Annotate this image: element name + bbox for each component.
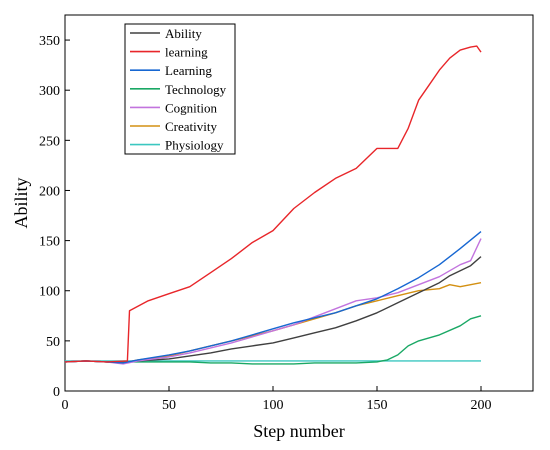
y-tick-label: 0 <box>53 385 60 400</box>
series-line-learning <box>64 231 482 364</box>
y-tick-label: 300 <box>39 84 60 99</box>
legend-label: Learning <box>165 63 212 78</box>
y-tick-label: 200 <box>39 184 60 199</box>
legend-label: Ability <box>165 26 202 41</box>
legend-label: learning <box>165 45 208 60</box>
y-tick-label: 250 <box>39 134 60 149</box>
y-tick-label: 50 <box>46 335 60 350</box>
y-tick-label: 150 <box>39 235 60 250</box>
y-tick-label: 350 <box>39 34 60 49</box>
x-tick-label: 200 <box>471 398 492 413</box>
y-axis-label: Ability <box>11 177 31 228</box>
series-line-technology <box>64 315 482 365</box>
plot-frame <box>64 14 534 392</box>
x-tick-label: 100 <box>263 398 284 413</box>
y-tick-label: 100 <box>39 285 60 300</box>
legend-label: Creativity <box>165 119 217 134</box>
x-tick-label: 0 <box>62 398 69 413</box>
series-layer <box>64 45 482 365</box>
x-tick-label: 150 <box>367 398 388 413</box>
series-line-cognition <box>64 238 482 365</box>
series-line-learning <box>64 45 482 363</box>
legend-label: Technology <box>165 82 227 97</box>
legend-label: Physiology <box>165 138 224 153</box>
axis-layer: 0 50 100 150 200 0 50 100 150 200 250 300 350 <box>39 34 492 413</box>
legend: Ability learning Learning Technology Cogniti… <box>124 23 236 155</box>
x-tick-label: 50 <box>162 398 176 413</box>
x-axis-label: Step number <box>253 421 345 441</box>
legend-label: Cognition <box>165 100 218 115</box>
